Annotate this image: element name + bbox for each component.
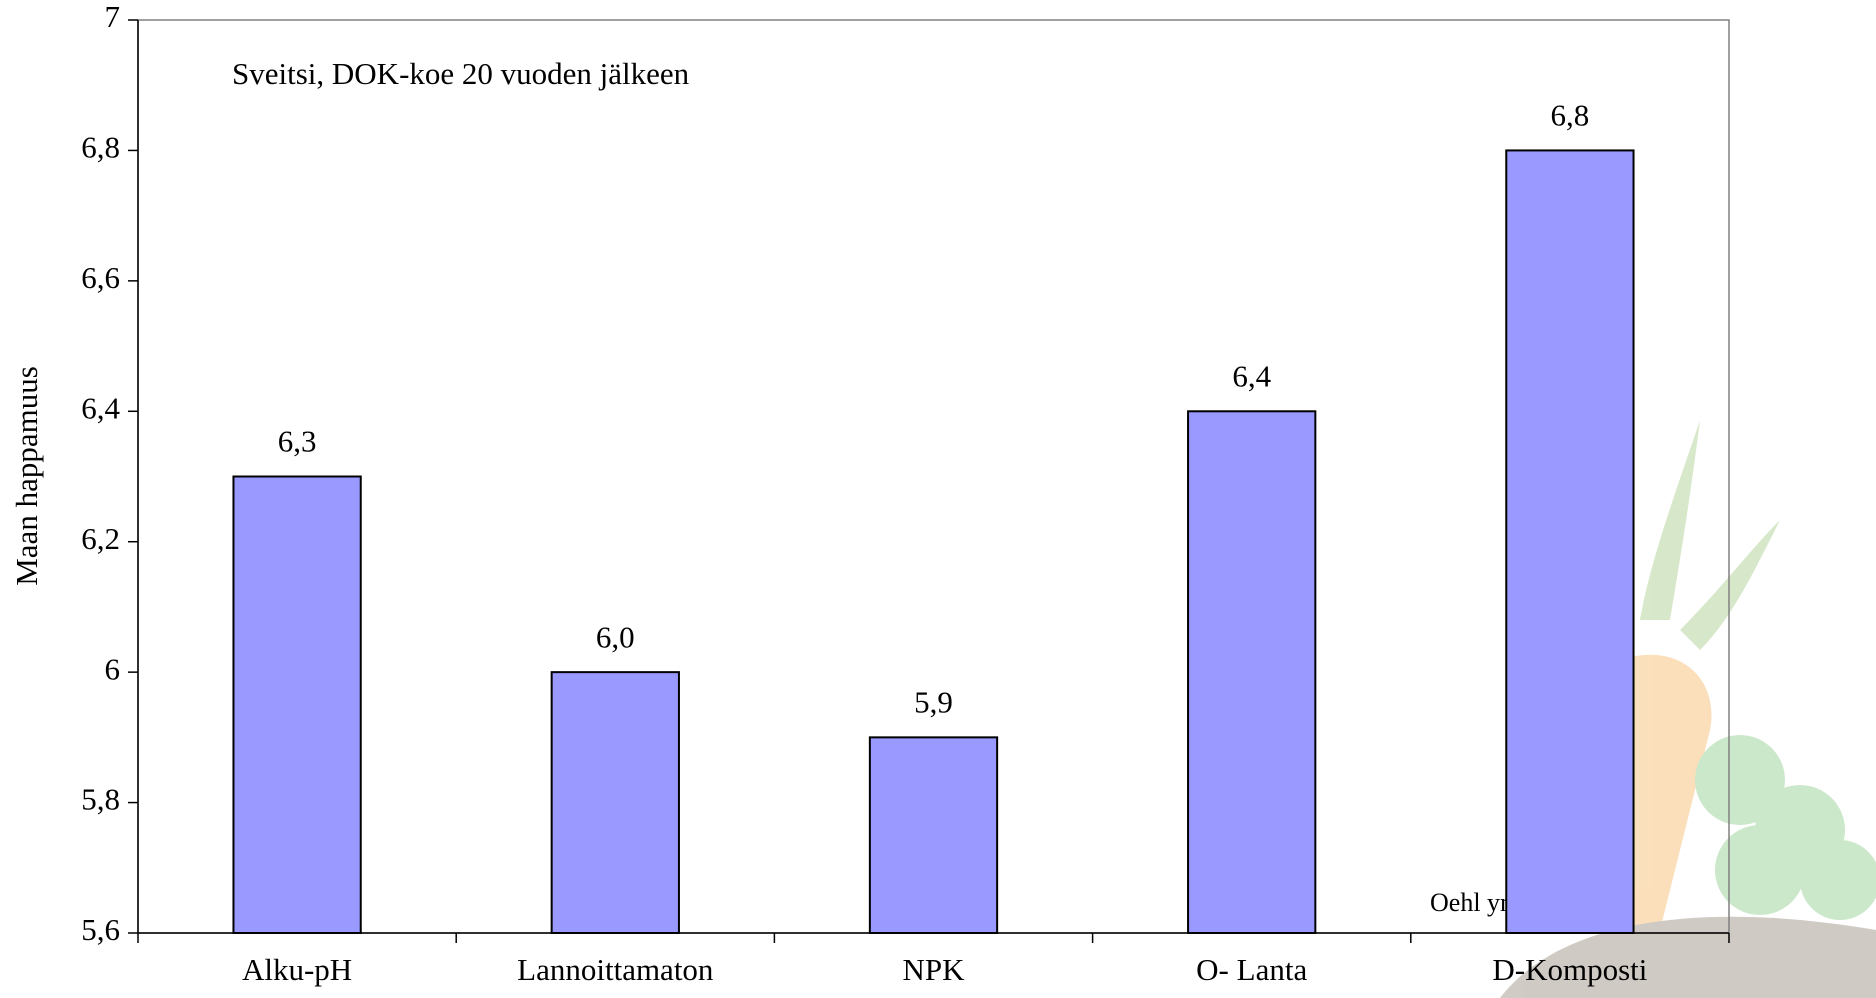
x-tick-label: D-Komposti xyxy=(1492,952,1647,987)
data-label: 5,9 xyxy=(914,684,953,719)
y-tick-label: 6,4 xyxy=(81,390,120,425)
data-label: 6,0 xyxy=(596,619,635,654)
clover-leaf xyxy=(1715,825,1805,915)
data-label: 6,4 xyxy=(1232,358,1271,393)
annotation: Sveitsi, DOK-koe 20 vuoden jälkeen xyxy=(232,56,690,91)
x-tick-label: O- Lanta xyxy=(1196,952,1307,987)
x-tick-label: Alku-pH xyxy=(242,952,352,987)
data-label: 6,3 xyxy=(278,424,317,459)
leaf xyxy=(1680,520,1780,650)
y-tick-label: 7 xyxy=(105,0,121,34)
y-tick-label: 6,2 xyxy=(81,521,120,556)
data-label: 6,8 xyxy=(1551,98,1590,133)
x-tick-label: Lannoittamaton xyxy=(517,952,714,987)
soil xyxy=(1500,916,1876,998)
bar xyxy=(232,475,362,934)
clover-leaf xyxy=(1755,785,1845,875)
clover-leaf xyxy=(1695,735,1785,825)
x-tick-label: NPK xyxy=(902,952,965,987)
y-tick-label: 6 xyxy=(105,651,121,686)
y-tick-label: 5,6 xyxy=(81,912,120,947)
bar xyxy=(550,671,680,935)
y-tick-label: 5,8 xyxy=(81,782,120,817)
bar xyxy=(1187,410,1317,934)
bar xyxy=(868,736,999,934)
y-tick-label: 6,6 xyxy=(81,260,120,295)
leaf xyxy=(1640,420,1700,620)
y-axis-label: Maan happamuus xyxy=(9,366,44,586)
bar xyxy=(1505,149,1635,934)
clover-leaf xyxy=(1800,840,1876,920)
y-tick-label: 6,8 xyxy=(81,130,120,165)
